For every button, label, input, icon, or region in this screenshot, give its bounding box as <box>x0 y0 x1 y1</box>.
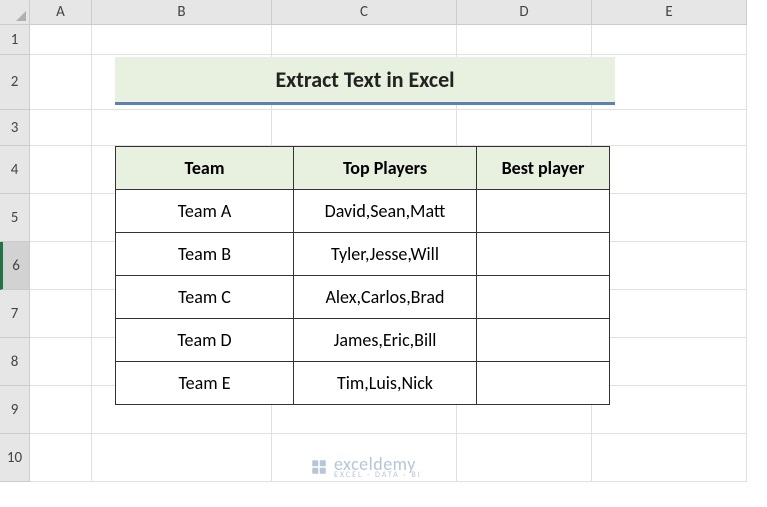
row-header-5[interactable]: 5 <box>0 194 30 242</box>
col-header-a[interactable]: A <box>30 0 92 25</box>
title-banner: Extract Text in Excel <box>115 57 615 105</box>
table-row: Team D James,Eric,Bill <box>116 319 610 362</box>
excel-icon <box>310 458 328 476</box>
cell-players[interactable]: James,Eric,Bill <box>294 319 477 362</box>
cell-a7[interactable] <box>30 290 92 338</box>
row-header-2[interactable]: 2 <box>0 55 30 110</box>
spreadsheet-grid: A B C D E <box>0 0 767 25</box>
cell-a4[interactable] <box>30 146 92 194</box>
table-header-players[interactable]: Top Players <box>294 147 477 190</box>
cell-a6[interactable] <box>30 242 92 290</box>
cell-e1[interactable] <box>592 25 747 55</box>
cell-b3[interactable] <box>92 110 272 146</box>
cell-a8[interactable] <box>30 338 92 386</box>
cell-best[interactable] <box>477 319 610 362</box>
row-header-8[interactable]: 8 <box>0 338 30 386</box>
cell-best[interactable] <box>477 276 610 319</box>
col-header-d[interactable]: D <box>457 0 592 25</box>
table-header-best[interactable]: Best player <box>477 147 610 190</box>
table-row: Team C Alex,Carlos,Brad <box>116 276 610 319</box>
cell-team[interactable]: Team A <box>116 190 294 233</box>
table-row: Team B Tyler,Jesse,Will <box>116 233 610 276</box>
cell-players[interactable]: Alex,Carlos,Brad <box>294 276 477 319</box>
row-header-3[interactable]: 3 <box>0 110 30 146</box>
table-header-team[interactable]: Team <box>116 147 294 190</box>
cell-e8[interactable] <box>592 338 747 386</box>
watermark: exceldemy EXCEL · DATA · BI <box>310 455 422 479</box>
row-header-7[interactable]: 7 <box>0 290 30 338</box>
col-header-e[interactable]: E <box>592 0 747 25</box>
cell-team[interactable]: Team D <box>116 319 294 362</box>
row-header-9[interactable]: 9 <box>0 386 30 434</box>
data-table: Team Top Players Best player Team A Davi… <box>115 146 610 405</box>
table-row: Team A David,Sean,Matt <box>116 190 610 233</box>
cell-d3[interactable] <box>457 110 592 146</box>
cell-c1[interactable] <box>272 25 457 55</box>
cell-c3[interactable] <box>272 110 457 146</box>
row-header-6[interactable]: 6 <box>0 242 30 290</box>
cell-a3[interactable] <box>30 110 92 146</box>
cell-e9[interactable] <box>592 386 747 434</box>
cell-best[interactable] <box>477 233 610 276</box>
col-header-b[interactable]: B <box>92 0 272 25</box>
cell-a9[interactable] <box>30 386 92 434</box>
cell-e7[interactable] <box>592 290 747 338</box>
cell-a2[interactable] <box>30 55 92 110</box>
cell-a1[interactable] <box>30 25 92 55</box>
watermark-sub: EXCEL · DATA · BI <box>334 471 422 479</box>
cell-best[interactable] <box>477 190 610 233</box>
cell-team[interactable]: Team B <box>116 233 294 276</box>
cell-d10[interactable] <box>457 434 592 482</box>
cell-d1[interactable] <box>457 25 592 55</box>
cell-a5[interactable] <box>30 194 92 242</box>
cell-a10[interactable] <box>30 434 92 482</box>
row-header-1[interactable]: 1 <box>0 25 30 55</box>
cell-e5[interactable] <box>592 194 747 242</box>
cell-e6[interactable] <box>592 242 747 290</box>
row-header-10[interactable]: 10 <box>0 434 30 482</box>
cell-b1[interactable] <box>92 25 272 55</box>
cell-players[interactable]: Tim,Luis,Nick <box>294 362 477 405</box>
row-header-4[interactable]: 4 <box>0 146 30 194</box>
cell-players[interactable]: David,Sean,Matt <box>294 190 477 233</box>
cell-e2[interactable] <box>592 55 747 110</box>
cell-team[interactable]: Team C <box>116 276 294 319</box>
cell-team[interactable]: Team E <box>116 362 294 405</box>
cell-b10[interactable] <box>92 434 272 482</box>
col-header-c[interactable]: C <box>272 0 457 25</box>
cell-e4[interactable] <box>592 146 747 194</box>
cell-players[interactable]: Tyler,Jesse,Will <box>294 233 477 276</box>
cell-best[interactable] <box>477 362 610 405</box>
select-all-corner[interactable] <box>0 0 30 25</box>
cell-e3[interactable] <box>592 110 747 146</box>
table-row: Team E Tim,Luis,Nick <box>116 362 610 405</box>
cell-e10[interactable] <box>592 434 747 482</box>
